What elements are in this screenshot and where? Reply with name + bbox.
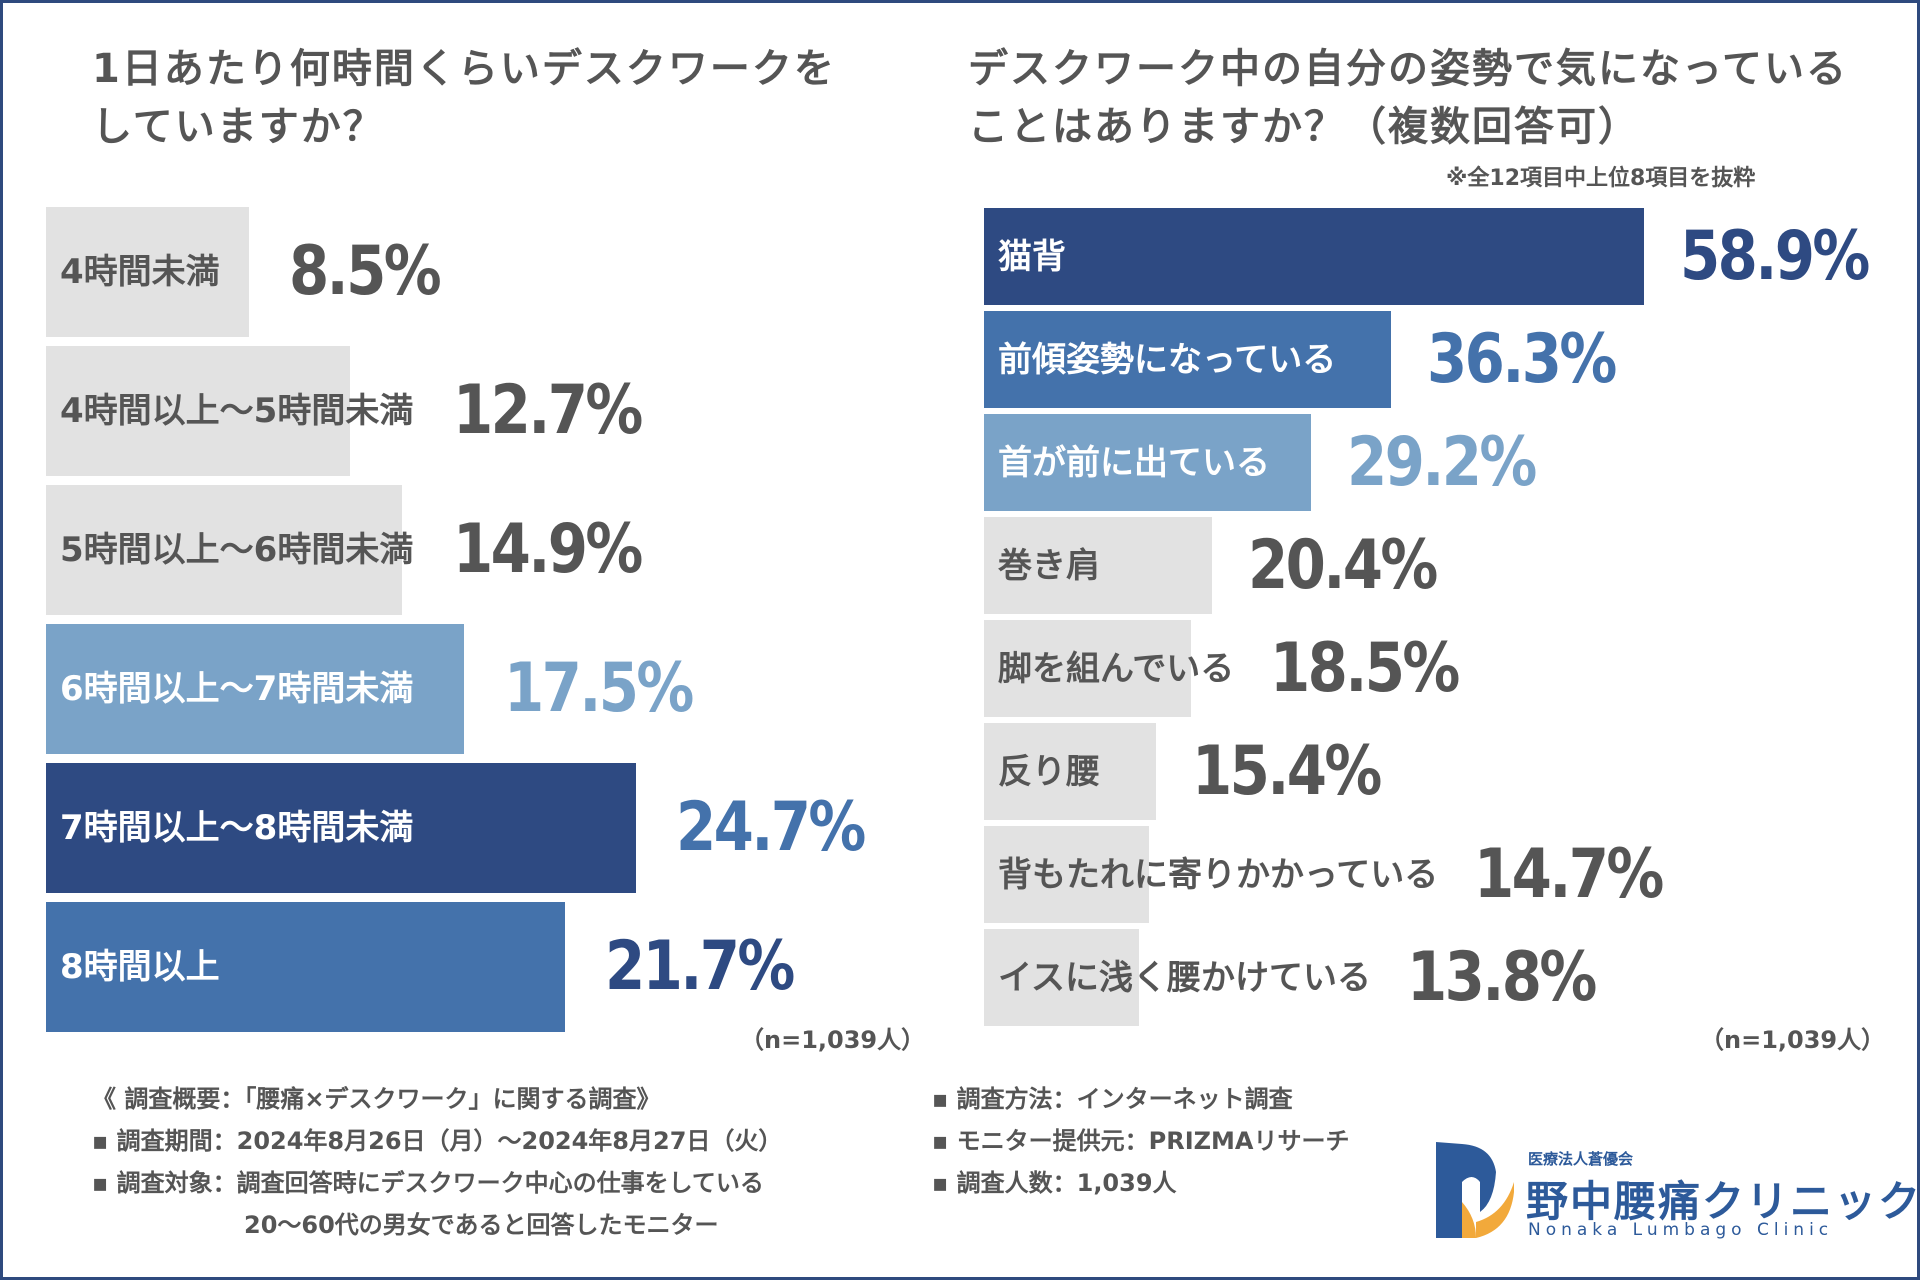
- chart1-value-3: 20.4%: [1248, 525, 1438, 605]
- chart0-bar-0: [46, 207, 250, 337]
- chart1-label-7: イスに浅く腰かけている: [998, 957, 1371, 998]
- footer-count: ▪ 調査人数：1,039人: [932, 1169, 1177, 1197]
- chart0-value-0: 8.5%: [289, 232, 442, 311]
- chart1-bar-3: [984, 517, 1213, 614]
- right-chart-title-line-1: デスクワーク中の自分の姿勢で気になっている: [968, 46, 1848, 92]
- footer-target-cont: 20～60代の男女であると回答したモニター: [244, 1211, 719, 1239]
- footer-method: ▪ 調査方法：インターネット調査: [932, 1085, 1293, 1113]
- chart0-bar-5: [46, 902, 565, 1032]
- right-chart-note: ※全12項目中上位8項目を抜粋: [1446, 166, 1756, 191]
- chart0-label-3: 6時間以上～7時間未満: [60, 669, 414, 709]
- chart1-label-2: 首が前に出ている: [998, 442, 1270, 483]
- footer-period: ▪ 調査期間：2024年8月26日（月）～2024年8月27日（火）: [92, 1127, 783, 1155]
- chart1-value-1: 36.3%: [1426, 319, 1617, 399]
- chart1-bar-6: [984, 826, 1149, 923]
- footer-summary-title: 《 調査概要：「腰痛×デスクワーク」に関する調査》: [92, 1085, 661, 1113]
- chart0-label-2: 5時間以上～6時間未満: [60, 530, 414, 570]
- chart1-bar-5: [984, 723, 1157, 820]
- chart1-value-2: 29.2%: [1347, 422, 1537, 502]
- chart1-bar-4: [984, 620, 1192, 717]
- chart1-bar-2: [984, 414, 1312, 511]
- chart1-value-7: 13.8%: [1406, 937, 1597, 1017]
- chart1-label-1: 前傾姿勢になっている: [998, 339, 1337, 380]
- chart1-label-0: 猫背: [998, 236, 1066, 277]
- chart0-bar-1: [46, 346, 350, 476]
- chart1-bar-7: [984, 929, 1139, 1026]
- chart0-bar-3: [46, 624, 465, 754]
- chart1-value-6: 14.7%: [1474, 834, 1664, 914]
- clinic-logo-icon: [1436, 1142, 1514, 1238]
- left-chart-n: （n=1,039人）: [740, 1026, 926, 1054]
- footer-target: ▪ 調査対象：調査回答時にデスクワーク中心の仕事をしている: [92, 1169, 764, 1197]
- chart0-label-4: 7時間以上～8時間未満: [60, 808, 414, 848]
- chart1-label-4: 脚を組んでいる: [998, 648, 1235, 689]
- chart1-label-6: 背もたれに寄りかかっている: [998, 854, 1439, 895]
- clinic-logo-name: 野中腰痛クリニック: [1526, 1177, 1920, 1226]
- chart0-label-5: 8時間以上: [60, 947, 220, 987]
- clinic-logo-sub: 医療法人蒼優会: [1528, 1150, 1634, 1168]
- chart1-value-0: 58.9%: [1679, 216, 1870, 296]
- chart0-value-1: 12.7%: [453, 371, 643, 450]
- chart0-value-3: 17.5%: [504, 649, 694, 728]
- chart0-label-0: 4時間未満: [60, 252, 220, 292]
- clinic-logo: 医療法人蒼優会 野中腰痛クリニック Nonaka Lumbago Clinic: [1432, 1140, 1920, 1240]
- right-chart-n: （n=1,039人）: [1700, 1026, 1886, 1054]
- left-chart-title-line-2: していますか？: [92, 104, 385, 150]
- chart0-bar-2: [46, 485, 403, 615]
- chart0-bar-4: [46, 763, 637, 893]
- clinic-logo-en: Nonaka Lumbago Clinic: [1528, 1220, 1834, 1240]
- chart0-value-4: 24.7%: [676, 788, 866, 867]
- chart0-value-5: 21.7%: [604, 927, 795, 1006]
- footer-provider: ▪ モニター提供元：PRIZMAリサーチ: [932, 1127, 1350, 1155]
- chart0-label-1: 4時間以上～5時間未満: [60, 391, 414, 431]
- chart1-label-5: 反り腰: [998, 751, 1100, 792]
- chart1-bar-1: [984, 311, 1391, 408]
- left-chart-title-line-1: 1日あたり何時間くらいデスクワークを: [92, 46, 836, 92]
- chart1-value-5: 15.4%: [1192, 731, 1382, 811]
- chart0-value-2: 14.9%: [453, 510, 643, 589]
- right-chart-title-line-2: ことはありますか？（複数回答可）: [968, 104, 1640, 150]
- chart1-bar-0: [984, 208, 1644, 305]
- chart1-label-3: 巻き肩: [998, 545, 1100, 586]
- chart1-value-4: 18.5%: [1270, 628, 1460, 708]
